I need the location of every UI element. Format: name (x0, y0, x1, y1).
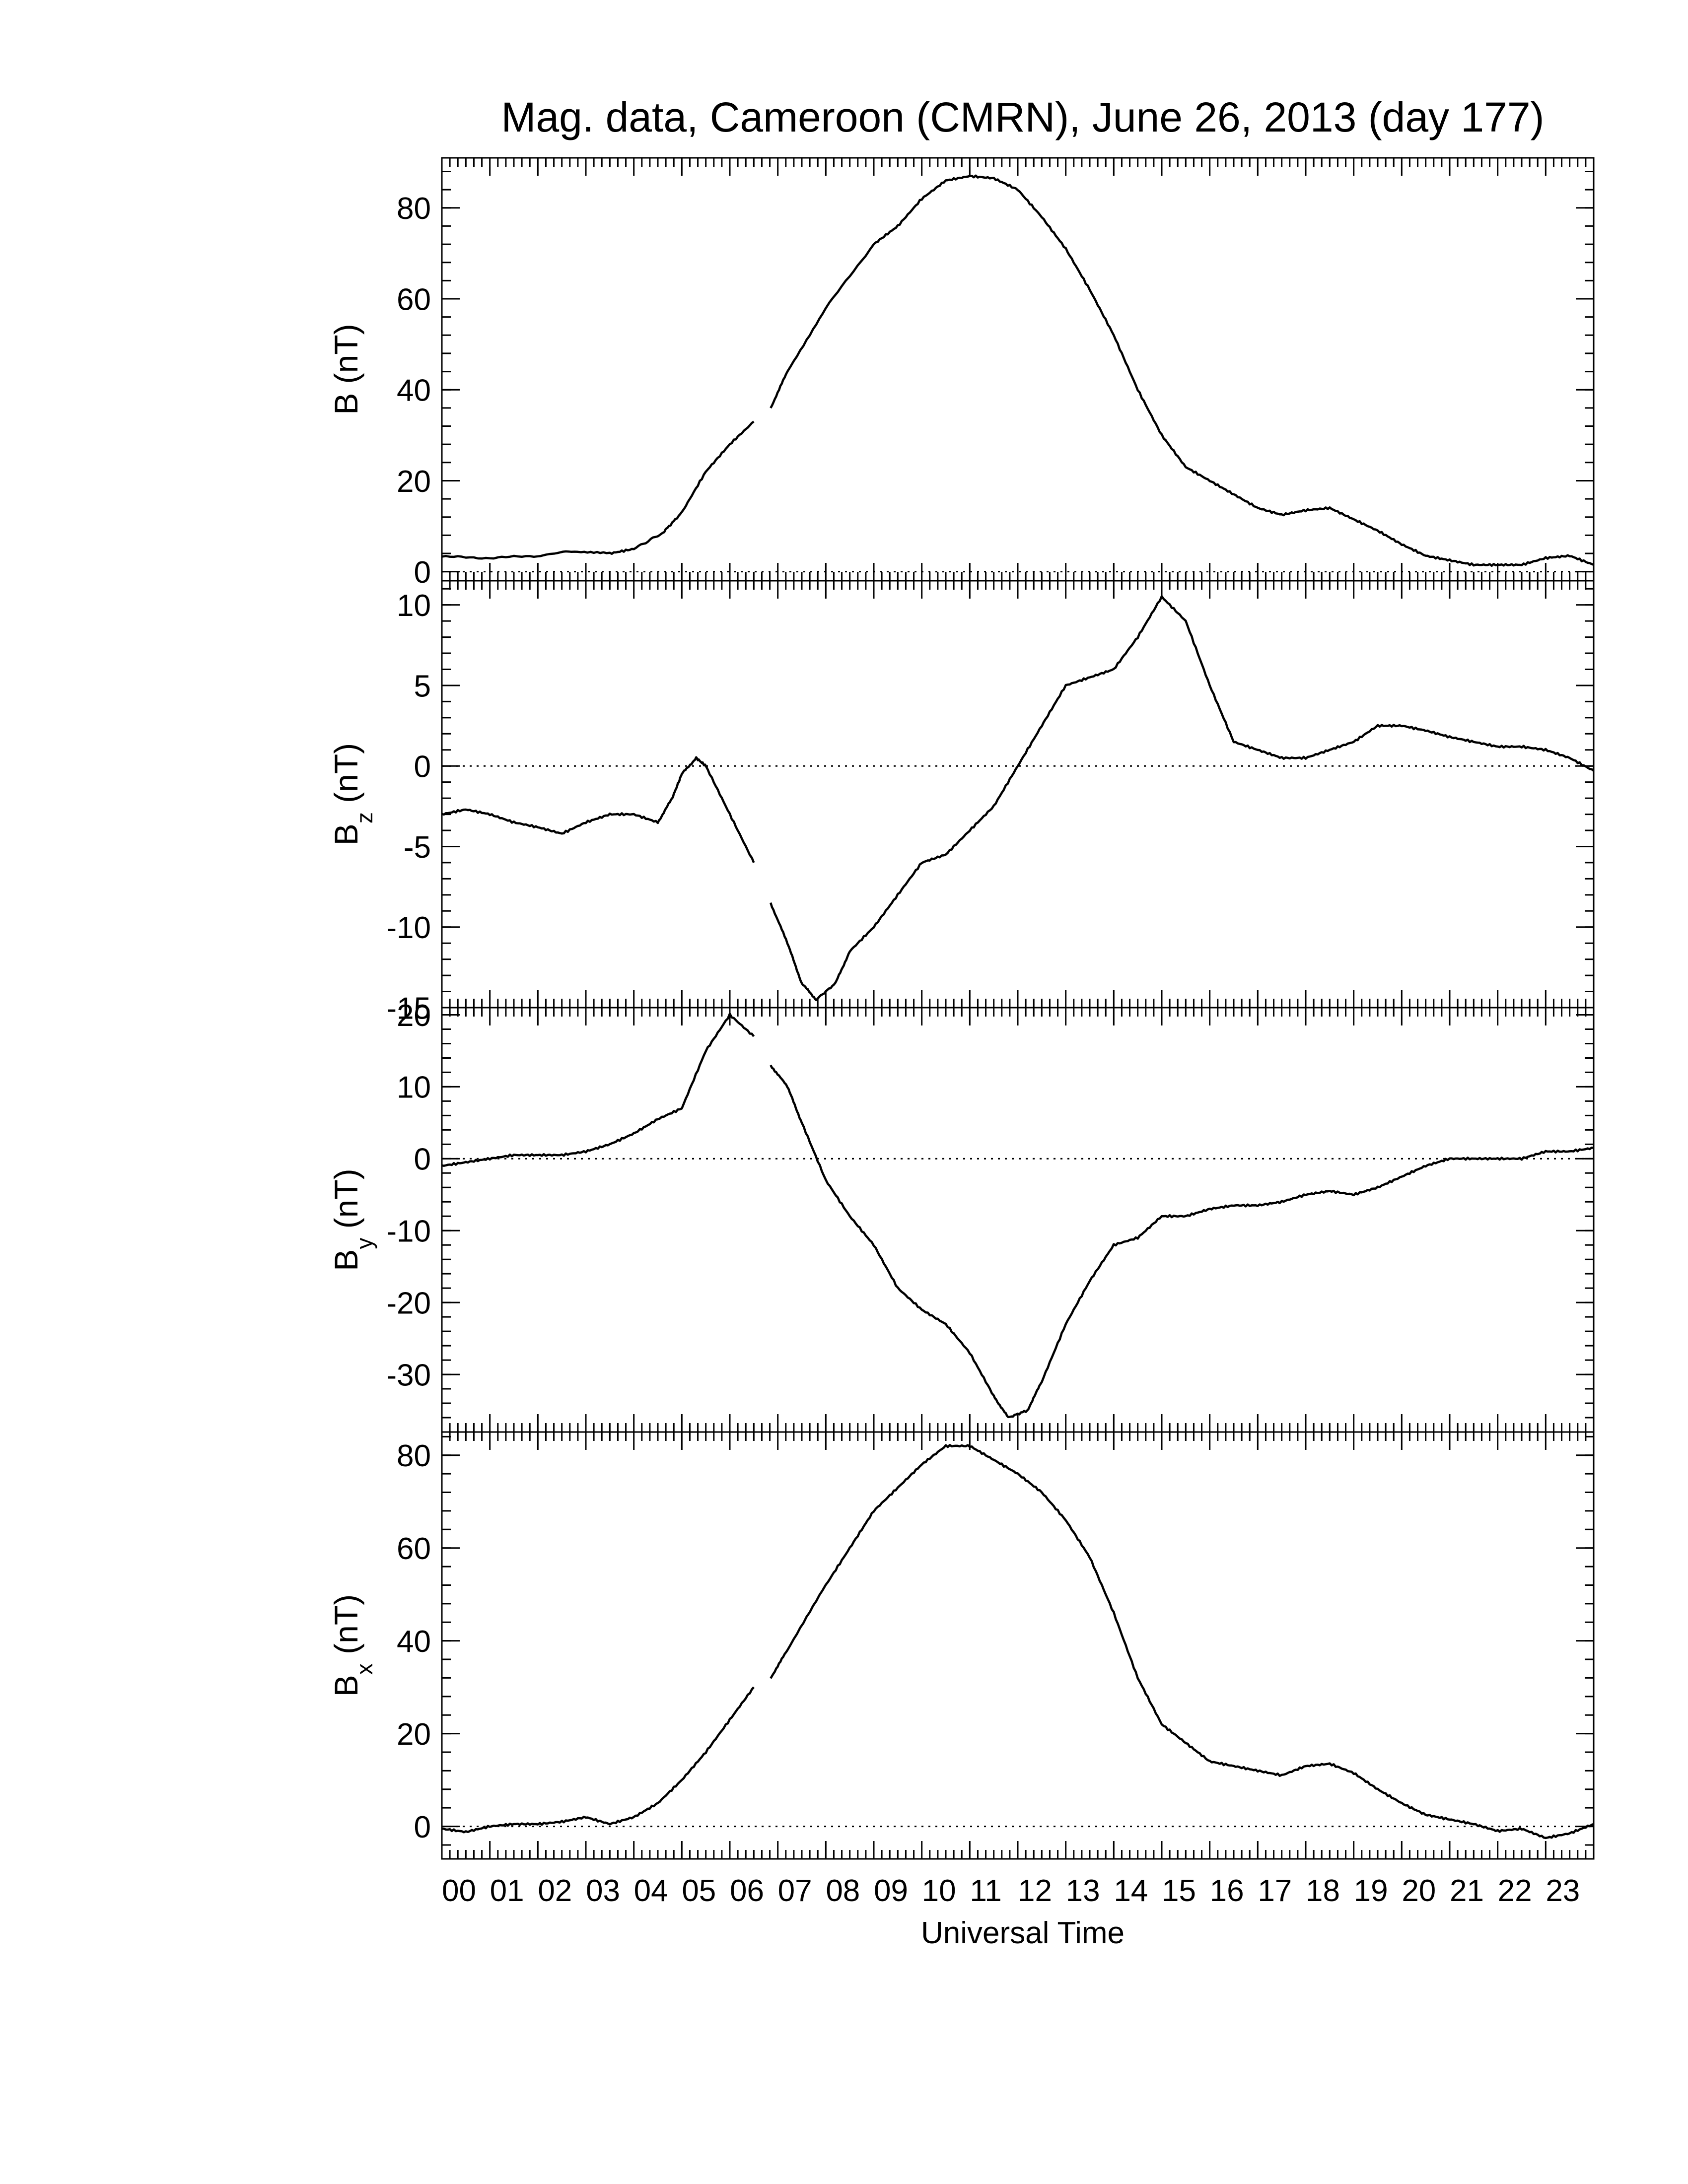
series-line-bz-1 (441, 756, 755, 863)
x-tick-label: 17 (1258, 1874, 1292, 1908)
x-tick-label: 14 (1114, 1874, 1148, 1908)
x-axis-title: Universal Time (921, 1916, 1125, 1950)
y-tick-label: 80 (397, 1439, 431, 1473)
x-tick-label: 07 (778, 1874, 812, 1908)
y-axis-label: B (nT) (328, 324, 364, 414)
x-axis-tick-labels: 00 01 02 03 04 05 06 07 08 09 10 11 12 13 14 15 16 17 18 19… (442, 1874, 1580, 1908)
y-tick-label: 40 (397, 374, 431, 408)
x-tick-label: 10 (922, 1874, 956, 1908)
y-tick-label: -10 (386, 911, 431, 945)
panel-by: -30 -20 -10 0 10 20 By (nT) (328, 999, 1595, 1433)
y-tick-label: 40 (397, 1625, 431, 1659)
y-tick-label: 0 (414, 1143, 431, 1177)
y-tick-label: -10 (386, 1215, 431, 1249)
x-tick-label: 06 (730, 1874, 764, 1908)
y-tick-label: -20 (386, 1286, 431, 1320)
y-axis-label: Bx (nT) (328, 1594, 377, 1697)
y-tick-label: 5 (414, 669, 431, 703)
panel-bz: -15 -10 -5 0 5 10 Bz (nT) (328, 580, 1595, 1025)
plot-frame (441, 157, 1595, 582)
y-tick-label: -5 (404, 830, 431, 865)
y-tick-label: 60 (397, 282, 431, 317)
x-tick-label: 05 (682, 1874, 716, 1908)
x-tick-label: 03 (586, 1874, 620, 1908)
y-tick-label: 10 (397, 1071, 431, 1105)
y-tick-label: 0 (414, 750, 431, 784)
x-tick-label: 23 (1546, 1874, 1580, 1908)
series-line-by-1 (441, 1013, 755, 1167)
x-tick-label: 21 (1450, 1874, 1484, 1908)
y-tick-label: 20 (397, 1717, 431, 1752)
x-tick-label: 08 (826, 1874, 860, 1908)
y-axis-label: Bz (nT) (328, 743, 377, 845)
series-line-b-2 (770, 174, 1594, 567)
x-tick-label: 04 (634, 1874, 668, 1908)
panels-group: 0 20 40 60 80 B (nT) -15 -10 -5 0 5 10 Bz (nT) -30 -20… (328, 157, 1595, 1860)
x-tick-label: 20 (1402, 1874, 1436, 1908)
series-line-bx-1 (441, 1686, 755, 1834)
figure-title: Mag. data, Cameroon (CMRN), June 26, 201… (501, 94, 1544, 140)
series-line-bx-2 (770, 1444, 1594, 1840)
y-axis-label: By (nT) (328, 1168, 377, 1271)
x-tick-label: 15 (1162, 1874, 1196, 1908)
x-tick-label: 00 (442, 1874, 476, 1908)
x-tick-label: 13 (1066, 1874, 1100, 1908)
x-tick-label: 01 (490, 1874, 524, 1908)
plot-frame (441, 1431, 1595, 1860)
y-tick-label: 0 (414, 1810, 431, 1844)
series-line-by-2 (770, 1064, 1594, 1419)
series-line-b-1 (441, 420, 755, 560)
series-line-bz-2 (770, 595, 1595, 1002)
y-tick-label: 10 (397, 589, 431, 623)
y-tick-label: 0 (414, 555, 431, 590)
panel-bx: 0 20 40 60 80 Bx (nT) (328, 1431, 1595, 1860)
x-tick-label: 09 (874, 1874, 908, 1908)
y-tick-label: -15 (386, 991, 431, 1025)
x-tick-label: 16 (1210, 1874, 1244, 1908)
x-tick-label: 12 (1018, 1874, 1052, 1908)
y-tick-label: -30 (386, 1358, 431, 1392)
x-tick-label: 18 (1306, 1874, 1340, 1908)
x-tick-label: 02 (538, 1874, 572, 1908)
panel-b: 0 20 40 60 80 B (nT) (328, 157, 1595, 590)
x-tick-label: 11 (970, 1874, 1001, 1908)
y-tick-label: 80 (397, 192, 431, 226)
y-tick-label: 20 (397, 465, 431, 499)
y-tick-label: 20 (397, 999, 431, 1033)
plot-frame (441, 580, 1595, 1009)
x-tick-label: 22 (1498, 1874, 1532, 1908)
plot-frame (441, 1007, 1595, 1433)
y-tick-label: 60 (397, 1532, 431, 1566)
x-tick-label: 19 (1354, 1874, 1388, 1908)
